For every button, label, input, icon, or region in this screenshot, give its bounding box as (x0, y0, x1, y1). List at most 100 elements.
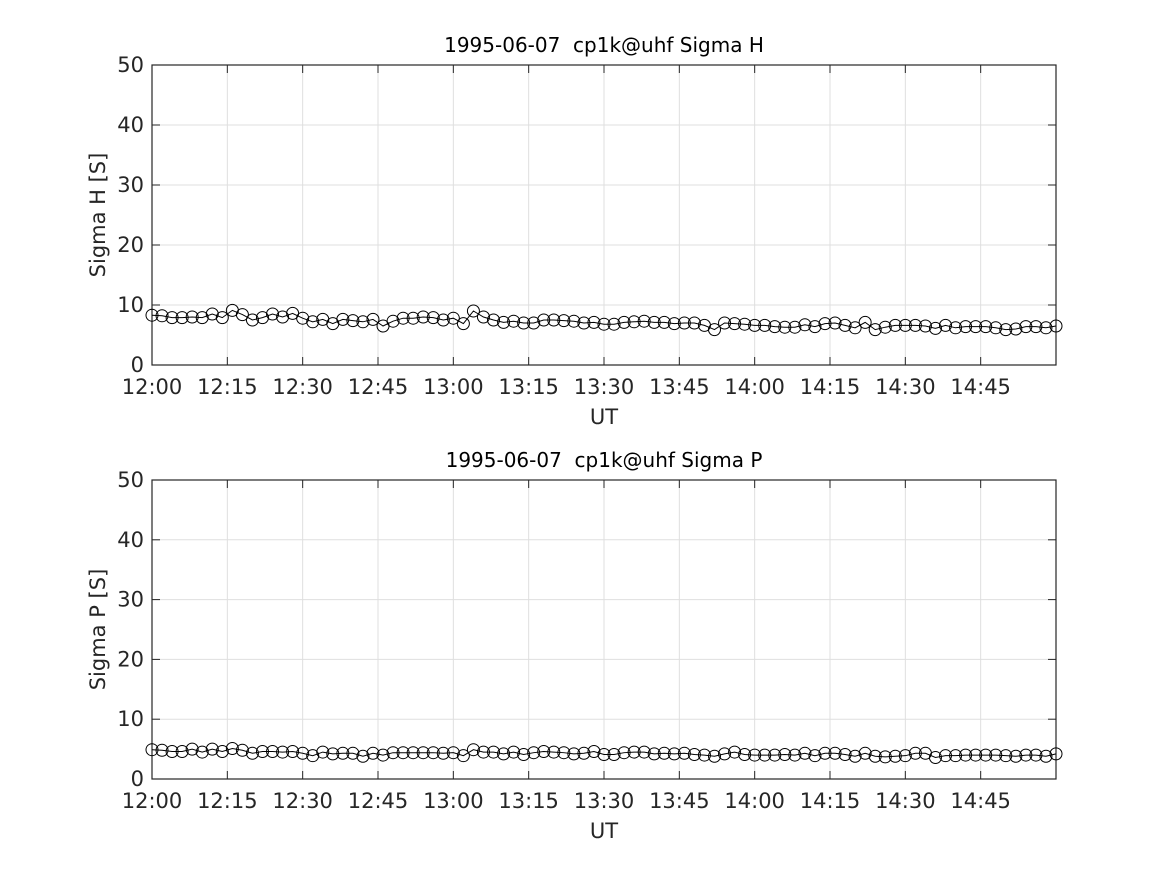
data-point (818, 317, 832, 331)
data-line (151, 309, 1057, 331)
x-tick-label: 13:00 (423, 375, 484, 399)
x-tick-label: 14:30 (875, 375, 936, 399)
data-point (356, 315, 370, 329)
data-point (316, 745, 330, 759)
x-tick-label: 12:15 (197, 789, 258, 813)
data-point (306, 749, 320, 763)
data-point (748, 318, 762, 332)
data-point (346, 746, 360, 760)
data-point (758, 748, 772, 762)
y-axis-label: Sigma H [S] (86, 153, 110, 278)
chart-title: 1995-06-07 cp1k@uhf Sigma H (444, 33, 764, 57)
data-point (406, 746, 420, 760)
data-point (878, 750, 892, 764)
data-point (637, 745, 651, 759)
x-tick-label: 12:30 (272, 375, 333, 399)
data-point (487, 745, 501, 759)
axes-frame (151, 64, 1057, 366)
data-point (1009, 749, 1023, 763)
x-tick-label: 13:00 (423, 789, 484, 813)
data-point (808, 749, 822, 763)
data-point (507, 745, 521, 759)
x-tick-label: 14:45 (950, 789, 1011, 813)
data-point (898, 749, 912, 763)
data-point (235, 308, 249, 322)
data-point (908, 318, 922, 332)
data-point (848, 321, 862, 335)
data-point (838, 318, 852, 332)
data-point (476, 745, 490, 759)
data-point (969, 320, 983, 334)
data-point (527, 316, 541, 330)
y-tick-label: 50 (117, 468, 144, 492)
data-point (898, 318, 912, 332)
data-point (627, 745, 641, 759)
data-point (808, 320, 822, 334)
data-point (637, 314, 651, 328)
chart-title: 1995-06-07 cp1k@uhf Sigma P (446, 448, 763, 472)
data-point (346, 314, 360, 328)
data-point (476, 310, 490, 324)
data-point (245, 313, 259, 327)
y-tick-label: 30 (117, 173, 144, 197)
data-point (647, 315, 661, 329)
data-point (145, 308, 159, 322)
data-point (979, 748, 993, 762)
data-point (406, 311, 420, 325)
data-point (617, 746, 631, 760)
data-point (527, 746, 541, 760)
x-tick-label: 13:45 (649, 789, 710, 813)
data-point (748, 748, 762, 762)
data-point (828, 746, 842, 760)
data-point (1049, 319, 1063, 333)
data-point (798, 746, 812, 760)
data-point (567, 747, 581, 761)
x-tick-label: 12:00 (122, 375, 183, 399)
y-tick-label: 10 (117, 293, 144, 317)
data-point (949, 749, 963, 763)
subplot: 0 10 20 30 40 50 12:00 12:15 12:30 12:45 13:00 13:1… (86, 448, 1063, 843)
data-point (547, 313, 561, 327)
data-point (456, 317, 470, 331)
data-point (1039, 749, 1053, 763)
data-point (266, 307, 280, 321)
data-point (687, 316, 701, 330)
y-tick-label: 20 (117, 647, 144, 671)
x-tick-label: 13:30 (574, 375, 635, 399)
data-point (326, 747, 340, 761)
data-point (888, 318, 902, 332)
data-point (1019, 320, 1033, 334)
y-tick-label: 30 (117, 588, 144, 612)
data-point (657, 315, 671, 329)
data-point (215, 744, 229, 758)
data-point (878, 320, 892, 334)
data-point (848, 749, 862, 763)
x-tick-label: 12:30 (272, 789, 333, 813)
x-tick-label: 14:15 (800, 789, 861, 813)
x-tick-label: 13:15 (498, 375, 559, 399)
data-point (185, 310, 199, 324)
data-point (205, 307, 219, 321)
data-point (999, 323, 1013, 337)
data-point (597, 317, 611, 331)
x-tick-label: 14:15 (800, 375, 861, 399)
y-tick-label: 0 (131, 767, 144, 791)
data-point (1049, 747, 1063, 761)
data-point (266, 744, 280, 758)
x-tick-label: 12:00 (122, 789, 183, 813)
data-point (165, 311, 179, 325)
data-point (497, 747, 511, 761)
data-point (818, 746, 832, 760)
data-point (798, 318, 812, 332)
y-tick-label: 10 (117, 707, 144, 731)
data-point (627, 315, 641, 329)
data-point (607, 747, 621, 761)
data-point (928, 750, 942, 764)
data-point (557, 314, 571, 328)
data-point (215, 311, 229, 325)
data-point (587, 315, 601, 329)
x-tick-label: 14:30 (875, 789, 936, 813)
data-point (838, 747, 852, 761)
data-point (667, 317, 681, 331)
